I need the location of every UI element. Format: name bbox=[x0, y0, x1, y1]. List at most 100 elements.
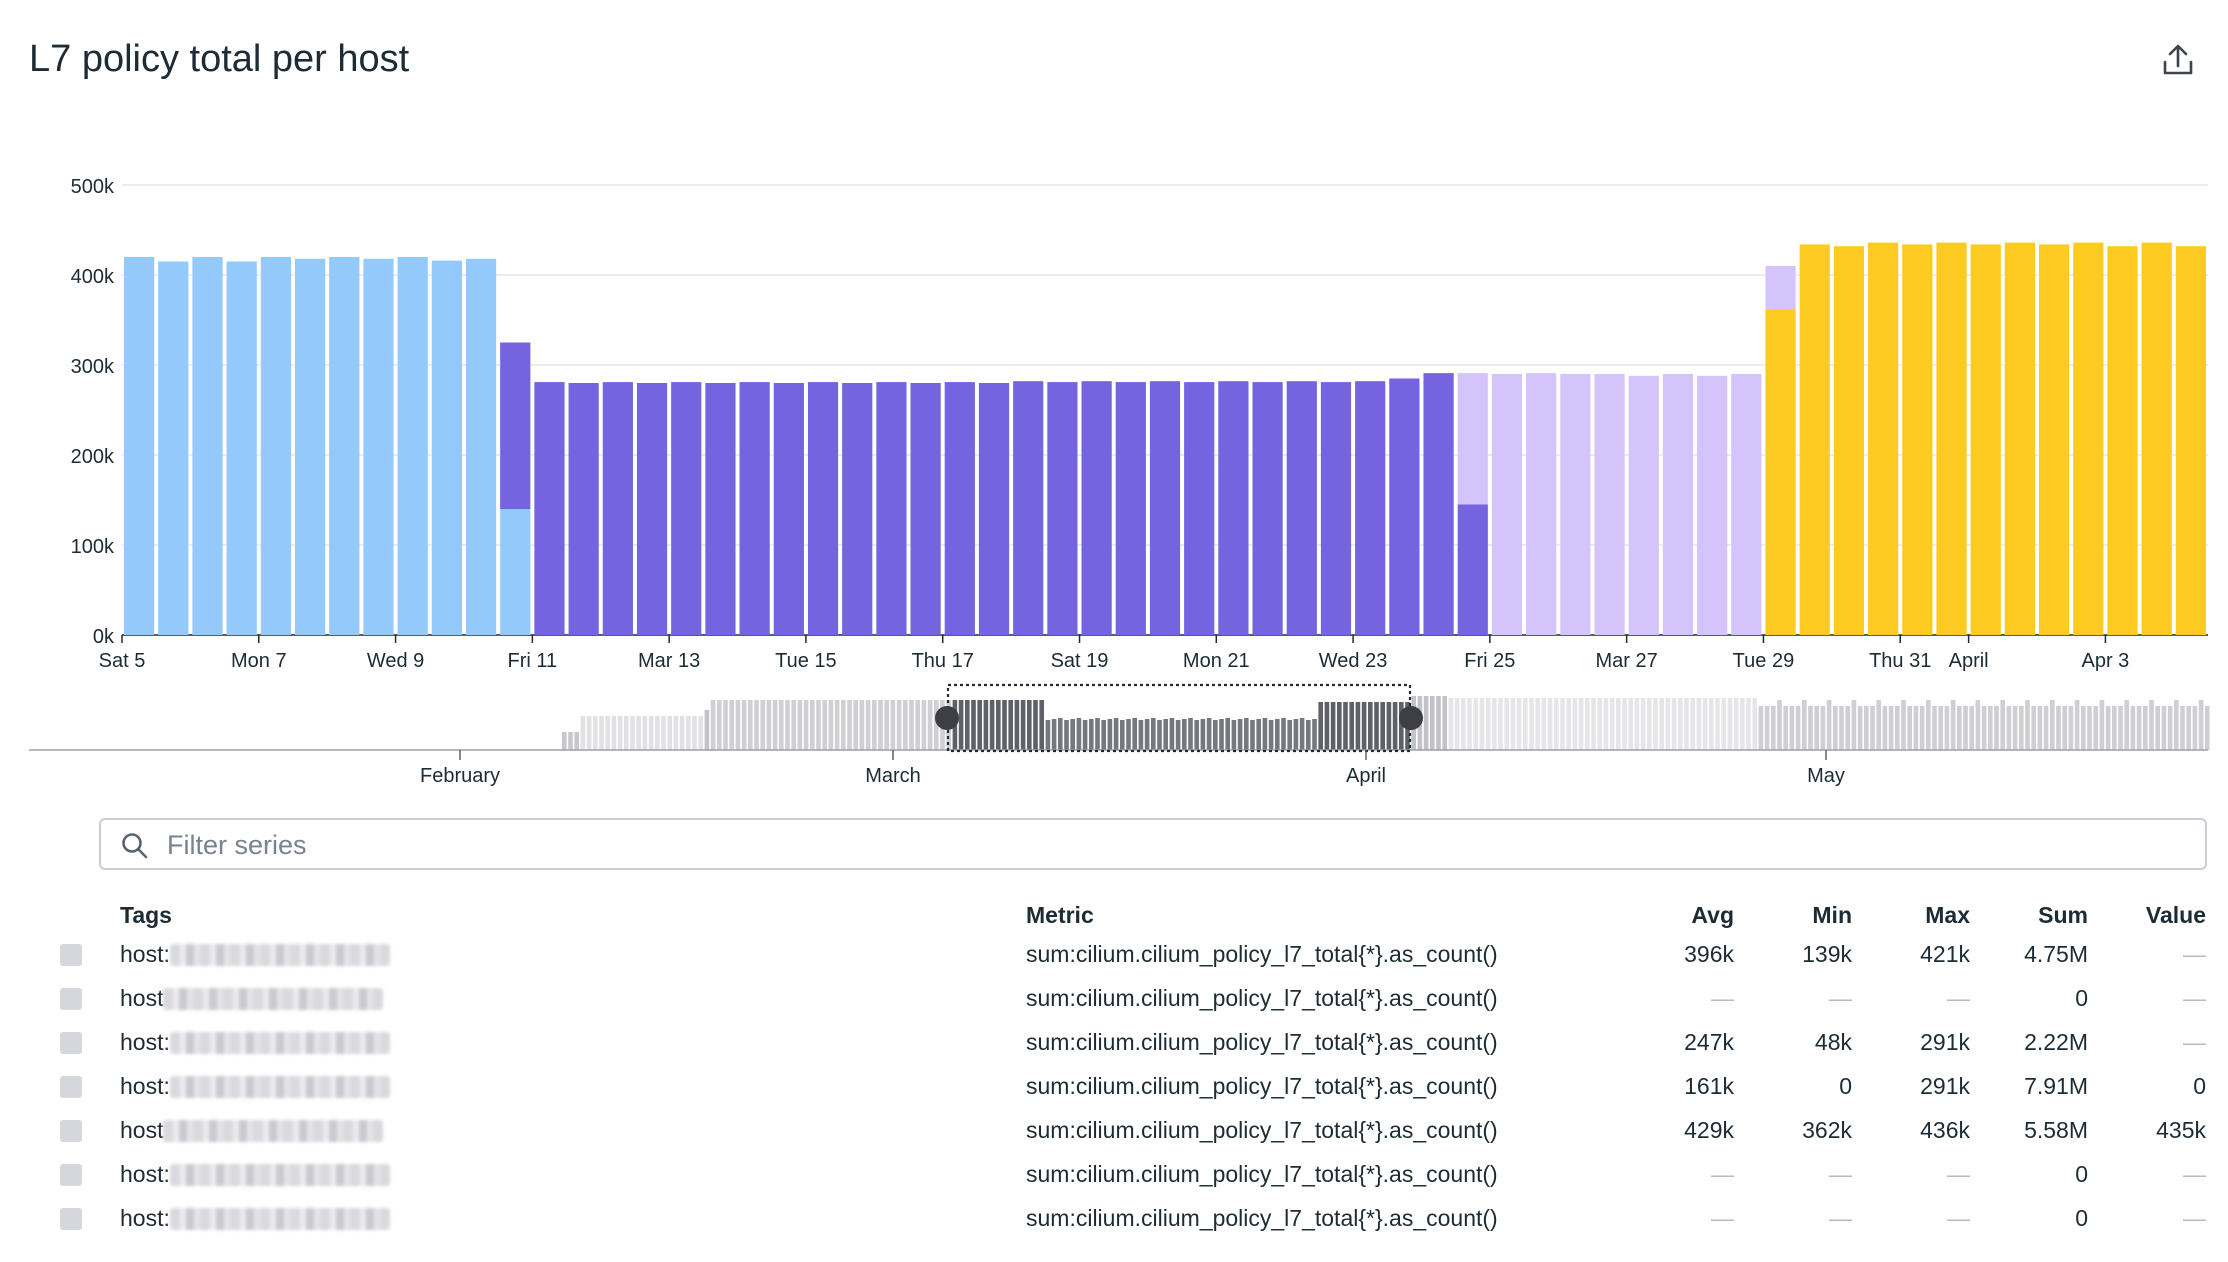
export-icon[interactable] bbox=[2160, 42, 2196, 78]
bar-segment[interactable] bbox=[1389, 378, 1420, 636]
bar-segment[interactable] bbox=[1936, 242, 1967, 635]
legend-header-max[interactable]: Max bbox=[1925, 901, 1970, 928]
bar-segment[interactable] bbox=[1970, 244, 2001, 635]
bar-segment[interactable] bbox=[2107, 246, 2138, 635]
bar-segment[interactable] bbox=[1833, 246, 1865, 635]
bar-segment[interactable] bbox=[876, 382, 907, 635]
bar-segment[interactable] bbox=[1457, 373, 1488, 505]
bar-segment[interactable] bbox=[944, 382, 975, 635]
bar-segment[interactable] bbox=[431, 260, 462, 635]
navigator-left-handle[interactable] bbox=[935, 706, 959, 730]
bar-segment[interactable] bbox=[1047, 382, 1078, 635]
legend-header-avg[interactable]: Avg bbox=[1691, 901, 1734, 928]
bar-segment[interactable] bbox=[910, 383, 941, 635]
bar-segment[interactable] bbox=[1013, 381, 1044, 635]
series-color-checkbox[interactable] bbox=[60, 988, 82, 1011]
bar-segment[interactable] bbox=[192, 257, 223, 635]
bar-segment[interactable] bbox=[226, 261, 257, 636]
legend-row-checkbox-cell[interactable] bbox=[50, 976, 120, 1020]
bar-segment[interactable] bbox=[2175, 246, 2206, 635]
bar-segment[interactable] bbox=[1115, 382, 1146, 635]
legend-row-checkbox-cell[interactable] bbox=[50, 932, 120, 976]
bar-segment[interactable] bbox=[1149, 381, 1181, 635]
series-color-checkbox[interactable] bbox=[60, 1208, 82, 1231]
bar-segment[interactable] bbox=[1662, 374, 1694, 635]
bar-segment[interactable] bbox=[2141, 242, 2172, 635]
bar-segment[interactable] bbox=[1594, 374, 1625, 635]
bar-segment[interactable] bbox=[842, 383, 873, 635]
legend-header-metric[interactable]: Metric bbox=[1026, 901, 1094, 928]
bar-segment[interactable] bbox=[397, 257, 428, 635]
legend-header-sum[interactable]: Sum bbox=[2038, 901, 2088, 928]
bar-segment[interactable] bbox=[294, 258, 326, 635]
legend-row[interactable]: host: sum:cilium.cilium_policy_l7_total{*… bbox=[50, 932, 2206, 976]
bar-segment[interactable] bbox=[1491, 374, 1523, 635]
legend-row[interactable]: host: sum:cilium.cilium_policy_l7_total{*… bbox=[50, 1064, 2206, 1108]
navigator-selection-window[interactable] bbox=[946, 683, 1412, 753]
legend-row-checkbox-cell[interactable] bbox=[50, 1152, 120, 1196]
bar-segment[interactable] bbox=[1355, 381, 1386, 635]
bar-segment[interactable] bbox=[1184, 382, 1215, 635]
bar-segment[interactable] bbox=[978, 383, 1010, 635]
bar-segment[interactable] bbox=[1526, 373, 1557, 635]
bar-segment[interactable] bbox=[1902, 244, 1933, 635]
bar-segment[interactable] bbox=[2039, 244, 2070, 635]
navigator-mini-bar bbox=[1113, 718, 1119, 750]
series-color-checkbox[interactable] bbox=[60, 1076, 82, 1099]
bar-segment[interactable] bbox=[636, 383, 668, 635]
bar-segment[interactable] bbox=[1457, 504, 1488, 636]
series-color-checkbox[interactable] bbox=[60, 944, 82, 967]
bar-segment[interactable] bbox=[1697, 375, 1728, 635]
bar-segment[interactable] bbox=[1765, 309, 1796, 635]
legend-header-value[interactable]: Value bbox=[2145, 901, 2206, 928]
bar-segment[interactable] bbox=[1799, 244, 1830, 635]
legend-row[interactable]: host: sum:cilium.cilium_policy_l7_total{*… bbox=[50, 1020, 2206, 1064]
legend-row[interactable]: host: sum:cilium.cilium_policy_l7_total{*… bbox=[50, 1152, 2206, 1196]
bar-segment[interactable] bbox=[465, 258, 497, 635]
bar-segment[interactable] bbox=[1560, 374, 1591, 635]
legend-row[interactable]: host: sum:cilium.cilium_policy_l7_total{*… bbox=[50, 1196, 2206, 1240]
series-color-checkbox[interactable] bbox=[60, 1164, 82, 1187]
bar-segment[interactable] bbox=[773, 383, 804, 635]
bar-segment[interactable] bbox=[568, 383, 599, 635]
legend-header-tags[interactable]: Tags bbox=[120, 901, 172, 928]
bar-segment[interactable] bbox=[1081, 381, 1112, 635]
bar-segment[interactable] bbox=[500, 342, 531, 510]
bar-segment[interactable] bbox=[1320, 382, 1352, 635]
bar-segment[interactable] bbox=[1286, 381, 1317, 635]
legend-row-checkbox-cell[interactable] bbox=[50, 1064, 120, 1108]
bar-segment[interactable] bbox=[1218, 381, 1249, 635]
bar-segment[interactable] bbox=[1628, 375, 1659, 635]
bar-segment[interactable] bbox=[1868, 242, 1899, 635]
bar-segment[interactable] bbox=[2004, 242, 2036, 635]
bar-segment[interactable] bbox=[602, 382, 633, 635]
bar-segment[interactable] bbox=[739, 382, 770, 635]
bar-segment[interactable] bbox=[124, 257, 155, 635]
filter-series-input[interactable] bbox=[165, 826, 2069, 864]
bar-segment[interactable] bbox=[260, 257, 291, 635]
legend-row[interactable]: host sum:cilium.cilium_policy_l7_total{*}… bbox=[50, 976, 2206, 1020]
legend-header-min[interactable]: Min bbox=[1812, 901, 1852, 928]
legend-row[interactable]: host sum:cilium.cilium_policy_l7_total{*}… bbox=[50, 1108, 2206, 1152]
bar-segment[interactable] bbox=[329, 257, 360, 635]
bar-segment[interactable] bbox=[1252, 382, 1283, 635]
series-color-checkbox[interactable] bbox=[60, 1120, 82, 1143]
bar-segment[interactable] bbox=[807, 382, 839, 635]
bar-segment[interactable] bbox=[1423, 373, 1454, 635]
bar-segment[interactable] bbox=[671, 382, 702, 635]
bar-segment[interactable] bbox=[534, 382, 565, 635]
bar-segment[interactable] bbox=[363, 258, 394, 635]
series-color-checkbox[interactable] bbox=[60, 1032, 82, 1055]
bar-segment[interactable] bbox=[1731, 374, 1762, 635]
legend-row-checkbox-cell[interactable] bbox=[50, 1108, 120, 1152]
legend-row-checkbox-cell[interactable] bbox=[50, 1196, 120, 1240]
bar-segment[interactable] bbox=[500, 509, 531, 635]
bar-segment[interactable] bbox=[1765, 266, 1796, 310]
filter-series-box[interactable] bbox=[99, 818, 2207, 870]
main-bar-chart[interactable]: 0k 100k 200k 300k 400k 500k Sat 5 Mon 7 Wed 9 Fri… bbox=[0, 0, 2228, 680]
legend-row-checkbox-cell[interactable] bbox=[50, 1020, 120, 1064]
bar-segment[interactable] bbox=[705, 383, 736, 635]
bar-segment[interactable] bbox=[158, 261, 189, 636]
bar-segment[interactable] bbox=[2073, 242, 2104, 635]
navigator-right-handle[interactable] bbox=[1399, 706, 1423, 730]
